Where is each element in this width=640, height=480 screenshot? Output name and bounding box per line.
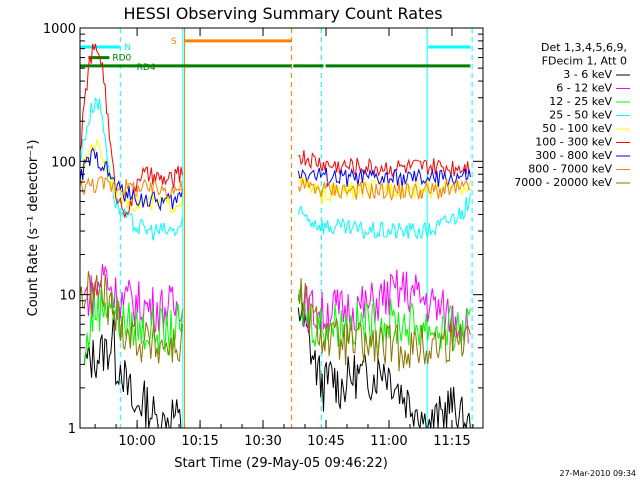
- legend-label: 300 - 800 keV: [535, 149, 612, 162]
- legend: Det 1,3,4,5,6,9,FDecim 1, Att 03 - 6 keV…: [514, 41, 630, 189]
- x-tick-label: 10:45: [307, 434, 344, 449]
- flag-label-s: S: [171, 37, 177, 47]
- y-tick-label: 100: [51, 155, 76, 170]
- legend-label: 800 - 7000 keV: [528, 163, 612, 176]
- y-tick-label: 10: [59, 289, 76, 304]
- flag-label-rd4: RD4: [137, 63, 156, 73]
- y-tick-label: 1000: [43, 22, 76, 37]
- legend-label: 12 - 25 keV: [549, 95, 612, 108]
- y-axis-label: Count Rate (s⁻¹ detector⁻¹): [26, 140, 41, 317]
- x-axis-label: Start Time (29-May-05 09:46:22): [174, 456, 388, 471]
- legend-header: Det 1,3,4,5,6,9,: [541, 41, 627, 54]
- legend-label: 7000 - 20000 keV: [514, 176, 612, 189]
- legend-header: FDecim 1, Att 0: [542, 55, 627, 68]
- y-tick-label: 1: [68, 422, 76, 437]
- chart-title: HESSI Observing Summary Count Rates: [123, 4, 442, 23]
- plot-frame: [79, 27, 484, 429]
- flag-label-n: N: [124, 43, 131, 53]
- x-tick-label: 11:00: [370, 434, 407, 449]
- legend-label: 100 - 300 keV: [535, 136, 612, 149]
- flag-label-rd0: RD0: [112, 54, 131, 64]
- legend-label: 6 - 12 keV: [556, 82, 612, 95]
- legend-label: 25 - 50 keV: [549, 109, 612, 122]
- series-line-6: [79, 147, 471, 212]
- x-tick-label: 11:15: [433, 434, 470, 449]
- timestamp: 27-Mar-2010 09:34: [560, 469, 637, 478]
- series-line-3: [79, 97, 471, 241]
- series-line-7: [79, 176, 471, 202]
- legend-label: 50 - 100 keV: [542, 122, 612, 135]
- axis-ticks: 10:00 10:15 10:30 10:45 11:00 11:15 1 10 100 1000: [43, 22, 483, 449]
- x-tick-label: 10:00: [118, 434, 155, 449]
- x-tick-label: 10:15: [181, 434, 218, 449]
- x-tick-label: 10:30: [244, 434, 281, 449]
- legend-label: 3 - 6 keV: [563, 68, 612, 81]
- series-line-5: [79, 43, 471, 219]
- chart-marks: N S RD0 RD4: [79, 28, 473, 429]
- series-line-8: [79, 271, 471, 372]
